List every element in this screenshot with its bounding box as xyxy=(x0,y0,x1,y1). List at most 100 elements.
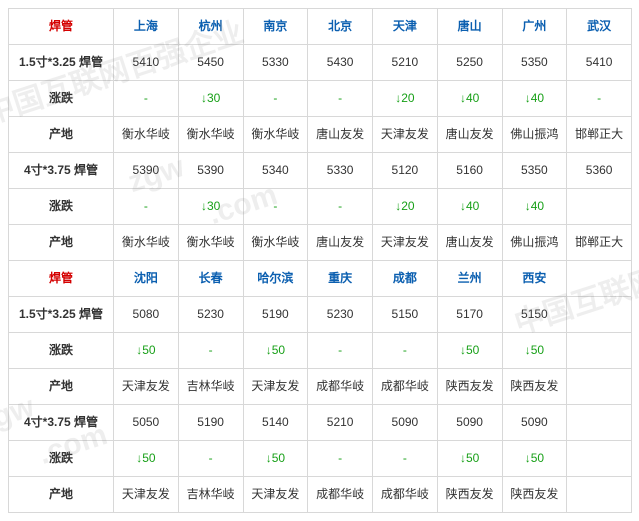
data-cell: 5140 xyxy=(243,405,308,441)
data-cell: 5150 xyxy=(502,297,567,333)
city-header: 西安 xyxy=(502,261,567,297)
city-header: 广州 xyxy=(502,9,567,45)
data-cell: 5360 xyxy=(567,153,632,189)
row-label: 涨跌 xyxy=(9,81,114,117)
data-cell: 5250 xyxy=(437,45,502,81)
data-cell: 5430 xyxy=(308,45,373,81)
data-cell: 陕西友发 xyxy=(502,477,567,513)
data-cell xyxy=(567,369,632,405)
table-container: 中国互联网百强企业 zgw .com zgw .com 中国互联网百强企业 焊管… xyxy=(8,8,631,513)
data-cell: 5350 xyxy=(502,153,567,189)
city-header: 兰州 xyxy=(437,261,502,297)
data-cell: ↓20 xyxy=(373,189,438,225)
header-label: 焊管 xyxy=(9,261,114,297)
row-label: 产地 xyxy=(9,369,114,405)
data-cell: 吉林华岐 xyxy=(178,477,243,513)
data-cell xyxy=(567,333,632,369)
data-cell: 衡水华岐 xyxy=(243,225,308,261)
data-cell: 5410 xyxy=(114,45,179,81)
data-cell: 5340 xyxy=(243,153,308,189)
data-cell: 5450 xyxy=(178,45,243,81)
row-label: 产地 xyxy=(9,225,114,261)
price-table: 焊管上海杭州南京北京天津唐山广州武汉1.5寸*3.25 焊管5410545053… xyxy=(8,8,632,513)
data-cell: ↓30 xyxy=(178,81,243,117)
data-cell: 5210 xyxy=(373,45,438,81)
data-cell: 5150 xyxy=(373,297,438,333)
data-cell: 衡水华岐 xyxy=(178,225,243,261)
data-cell: 天津友发 xyxy=(373,117,438,153)
city-header xyxy=(567,261,632,297)
city-header: 沈阳 xyxy=(114,261,179,297)
data-cell: 衡水华岐 xyxy=(114,225,179,261)
data-cell: 衡水华岐 xyxy=(114,117,179,153)
city-header: 重庆 xyxy=(308,261,373,297)
data-cell: 5160 xyxy=(437,153,502,189)
data-cell: 5190 xyxy=(243,297,308,333)
data-cell: - xyxy=(567,81,632,117)
data-cell: 唐山友发 xyxy=(437,117,502,153)
data-cell: - xyxy=(373,333,438,369)
data-cell: - xyxy=(308,81,373,117)
row-label: 涨跌 xyxy=(9,333,114,369)
data-cell: - xyxy=(308,441,373,477)
city-header: 哈尔滨 xyxy=(243,261,308,297)
data-cell: ↓50 xyxy=(437,441,502,477)
data-cell: ↓50 xyxy=(437,333,502,369)
data-cell: - xyxy=(114,189,179,225)
row-label: 涨跌 xyxy=(9,189,114,225)
data-cell: 5350 xyxy=(502,45,567,81)
data-cell: 天津友发 xyxy=(373,225,438,261)
data-cell: - xyxy=(243,81,308,117)
data-cell: ↓40 xyxy=(437,81,502,117)
data-cell: 5080 xyxy=(114,297,179,333)
city-header: 天津 xyxy=(373,9,438,45)
data-cell xyxy=(567,477,632,513)
data-cell: ↓50 xyxy=(502,333,567,369)
data-cell: 5090 xyxy=(502,405,567,441)
city-header: 北京 xyxy=(308,9,373,45)
data-cell: 唐山友发 xyxy=(437,225,502,261)
row-label: 4寸*3.75 焊管 xyxy=(9,153,114,189)
data-cell: - xyxy=(243,189,308,225)
data-cell: 5230 xyxy=(178,297,243,333)
data-cell: 5090 xyxy=(437,405,502,441)
data-cell: 唐山友发 xyxy=(308,225,373,261)
data-cell: 5390 xyxy=(178,153,243,189)
data-cell: 5190 xyxy=(178,405,243,441)
data-cell: 陕西友发 xyxy=(502,369,567,405)
data-cell: 成都华岐 xyxy=(308,477,373,513)
city-header: 长春 xyxy=(178,261,243,297)
data-cell: 成都华岐 xyxy=(373,369,438,405)
city-header: 武汉 xyxy=(567,9,632,45)
data-cell: 5170 xyxy=(437,297,502,333)
data-cell: 5050 xyxy=(114,405,179,441)
row-label: 4寸*3.75 焊管 xyxy=(9,405,114,441)
data-cell: - xyxy=(308,333,373,369)
data-cell: 吉林华岐 xyxy=(178,369,243,405)
data-cell: 天津友发 xyxy=(243,369,308,405)
data-cell: 邯郸正大 xyxy=(567,117,632,153)
data-cell: 陕西友发 xyxy=(437,369,502,405)
data-cell: 成都华岐 xyxy=(308,369,373,405)
data-cell: 唐山友发 xyxy=(308,117,373,153)
data-cell: 佛山振鸿 xyxy=(502,117,567,153)
data-cell: 天津友发 xyxy=(114,477,179,513)
data-cell: ↓40 xyxy=(437,189,502,225)
data-cell: 5230 xyxy=(308,297,373,333)
data-cell: ↓50 xyxy=(243,333,308,369)
data-cell: ↓30 xyxy=(178,189,243,225)
data-cell: 衡水华岐 xyxy=(178,117,243,153)
city-header: 南京 xyxy=(243,9,308,45)
data-cell: - xyxy=(308,189,373,225)
data-cell: - xyxy=(178,441,243,477)
header-label: 焊管 xyxy=(9,9,114,45)
city-header: 唐山 xyxy=(437,9,502,45)
row-label: 产地 xyxy=(9,477,114,513)
data-cell: ↓50 xyxy=(502,441,567,477)
data-cell: - xyxy=(373,441,438,477)
data-cell: 天津友发 xyxy=(114,369,179,405)
data-cell xyxy=(567,297,632,333)
city-header: 杭州 xyxy=(178,9,243,45)
data-cell: ↓50 xyxy=(243,441,308,477)
data-cell: ↓50 xyxy=(114,441,179,477)
